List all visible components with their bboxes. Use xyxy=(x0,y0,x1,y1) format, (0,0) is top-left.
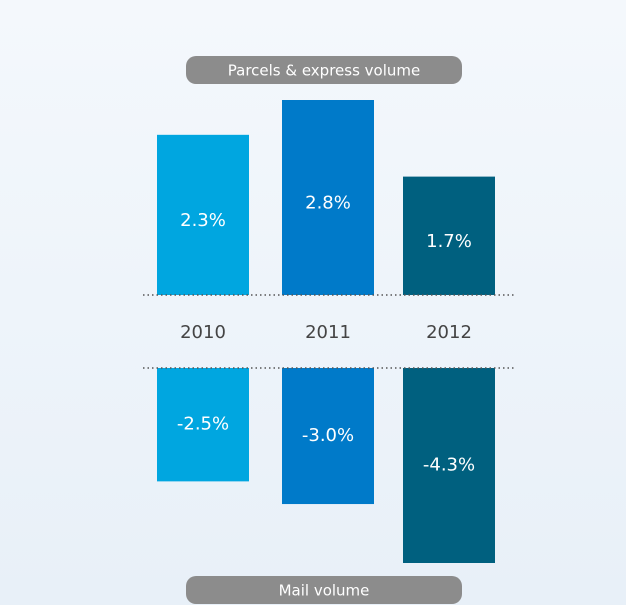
bar xyxy=(282,368,374,505)
bar xyxy=(157,134,249,295)
category-label: 2011 xyxy=(305,322,351,343)
series-name: Mail volume xyxy=(279,582,370,600)
bar xyxy=(403,176,495,295)
value-label: -3.0% xyxy=(302,425,354,446)
series-pill xyxy=(186,56,462,84)
category-label: 2012 xyxy=(426,322,472,343)
series-pill xyxy=(186,576,462,604)
bar xyxy=(157,368,249,482)
category-label: 2010 xyxy=(180,322,226,343)
value-label: 1.7% xyxy=(426,231,472,252)
bar xyxy=(403,368,495,563)
series-name: Parcels & express volume xyxy=(228,62,421,80)
bar xyxy=(282,100,374,295)
value-label: 2.3% xyxy=(180,210,226,231)
value-label: 2.8% xyxy=(305,193,351,214)
value-label: -2.5% xyxy=(177,414,229,435)
value-label: -4.3% xyxy=(423,455,475,476)
